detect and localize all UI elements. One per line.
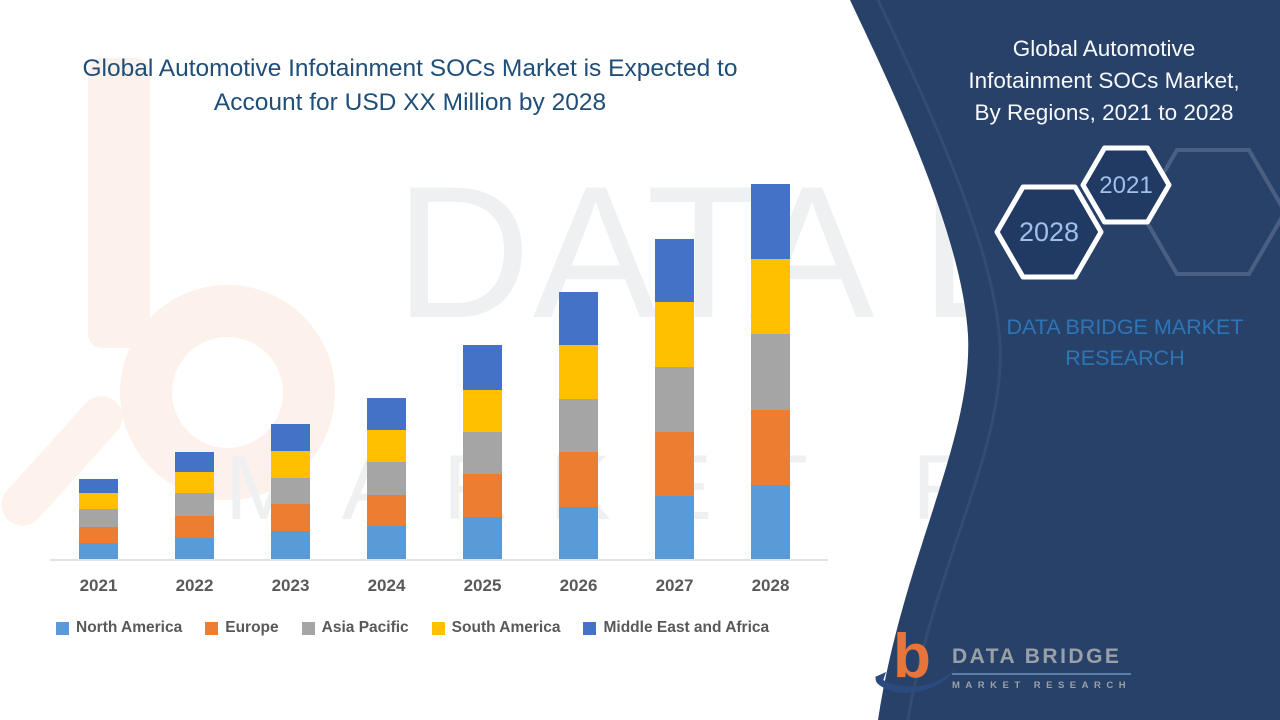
side-panel-shape [850, 0, 1280, 720]
logo-name: DATA BRIDGE [952, 645, 1132, 675]
bar-segment-2023-asia-pacific [271, 478, 310, 504]
bar-segment-2028-north-america [751, 485, 790, 559]
bar-segment-2027-middle-east-and-africa [655, 239, 694, 302]
logo-text-block: DATA BRIDGE MARKET RESEARCH [952, 645, 1132, 691]
legend-label: Europe [225, 619, 279, 636]
bar-segment-2023-north-america [271, 531, 310, 559]
logo-b-glyph: b [893, 622, 931, 691]
x-axis-label-2021: 2021 [79, 576, 118, 595]
bar-segment-2024-middle-east-and-africa [367, 398, 406, 430]
bar-segment-2021-middle-east-and-africa [79, 479, 118, 493]
bar-segment-2028-asia-pacific [751, 334, 790, 410]
hexagon-faint-icon [1138, 148, 1280, 276]
chart-title: Global Automotive Infotainment SOCs Mark… [60, 52, 760, 120]
chart-title-line-2: Account for USD XX Million by 2028 [213, 89, 607, 116]
x-axis-label-2026: 2026 [559, 576, 598, 595]
bar-segment-2024-north-america [367, 526, 406, 559]
stacked-bar-2021 [79, 479, 118, 559]
panel-title-line-1: Global Automotive [1012, 36, 1196, 61]
legend-label: North America [76, 619, 183, 636]
bar-segment-2023-middle-east-and-africa [271, 424, 310, 451]
logo-subtitle: MARKET RESEARCH [952, 680, 1132, 691]
stacked-bar-2022 [175, 452, 214, 559]
x-axis-label-2027: 2027 [655, 576, 694, 595]
hexagon-2028-label: 2028 [1019, 217, 1079, 247]
bar-segment-2025-south-america [463, 390, 502, 432]
bar-segment-2027-europe [655, 432, 694, 496]
bar-segment-2028-south-america [751, 259, 790, 334]
panel-brand-text: DATA BRIDGE MARKET RESEARCH [1006, 315, 1244, 370]
bar-segment-2021-south-america [79, 493, 118, 509]
stacked-bar-2027 [655, 239, 694, 559]
side-panel-inner-curve [876, 0, 1002, 720]
stacked-bar-2026 [559, 292, 598, 559]
bar-segment-2024-europe [367, 495, 406, 526]
bar-segment-2022-south-america [175, 472, 214, 493]
bar-segment-2027-north-america [655, 496, 694, 559]
bar-segment-2024-south-america [367, 430, 406, 462]
legend-item-asia-pacific: Asia Pacific [301, 619, 409, 637]
bar-segment-2025-middle-east-and-africa [463, 345, 502, 390]
legend-item-europe: Europe [205, 619, 279, 637]
stacked-bar-2028 [751, 184, 790, 559]
bar-segment-2026-europe [559, 452, 598, 507]
bar-segment-2021-north-america [79, 543, 118, 559]
stacked-bar-2025 [463, 345, 502, 559]
stacked-bar-2024 [367, 398, 406, 559]
bar-segment-2023-south-america [271, 451, 310, 478]
bar-segment-2025-north-america [463, 517, 502, 559]
legend-swatch-icon [205, 621, 219, 635]
bar-segment-2022-asia-pacific [175, 493, 214, 516]
x-axis-label-2023: 2023 [271, 576, 310, 595]
stacked-bar-2023 [271, 424, 310, 559]
bar-segment-2026-middle-east-and-africa [559, 292, 598, 345]
watermark-logo-stem [88, 58, 150, 348]
bar-segment-2025-europe [463, 474, 502, 517]
legend-label: South America [451, 619, 561, 636]
legend-swatch-icon [431, 621, 445, 635]
bar-segment-2022-north-america [175, 538, 214, 559]
hexagon-2028-icon [994, 184, 1104, 280]
x-axis-label-2028: 2028 [751, 576, 790, 595]
legend-label: Asia Pacific [321, 619, 409, 636]
hexagon-2021-label: 2021 [1099, 172, 1152, 199]
bar-segment-2026-south-america [559, 345, 598, 399]
legend-swatch-icon [56, 621, 69, 635]
legend-label: Middle East and Africa [603, 619, 770, 636]
bar-segment-2025-asia-pacific [463, 432, 502, 474]
bar-segment-2023-europe [271, 504, 310, 531]
chart-title-line-1: Global Automotive Infotainment SOCs Mark… [82, 55, 738, 82]
panel-title-line-3: By Regions, 2021 to 2028 [974, 100, 1234, 125]
bar-segment-2026-north-america [559, 507, 598, 559]
panel-title: Global Automotive Infotainment SOCs Mark… [948, 33, 1260, 129]
x-axis-label-2024: 2024 [367, 576, 406, 595]
bar-segment-2024-asia-pacific [367, 462, 406, 495]
x-axis-label-2025: 2025 [463, 576, 502, 595]
bar-segment-2028-middle-east-and-africa [751, 184, 790, 259]
legend-item-south-america: South America [431, 619, 561, 637]
bar-segment-2022-europe [175, 516, 214, 538]
x-axis-label-2022: 2022 [175, 576, 214, 595]
hexagon-2021-icon [1080, 145, 1172, 225]
logo-swoosh-icon [875, 668, 956, 693]
bar-segment-2027-asia-pacific [655, 367, 694, 432]
x-axis-line [50, 559, 828, 561]
bar-segment-2026-asia-pacific [559, 399, 598, 452]
legend-item-north-america: North America [56, 619, 182, 637]
bar-segment-2027-south-america [655, 302, 694, 367]
legend-swatch-icon [583, 621, 597, 635]
panel-title-line-2: Infotainment SOCs Market, [968, 68, 1240, 93]
bar-segment-2022-middle-east-and-africa [175, 452, 214, 472]
bar-segment-2021-europe [79, 527, 118, 543]
legend-swatch-icon [301, 621, 315, 635]
bar-segment-2028-europe [751, 410, 790, 485]
legend-item-middle-east-and-africa: Middle East and Africa [583, 619, 769, 637]
bar-segment-2021-asia-pacific [79, 509, 118, 527]
chart-legend: North America Europe Asia Pacific South Ame… [56, 619, 831, 637]
